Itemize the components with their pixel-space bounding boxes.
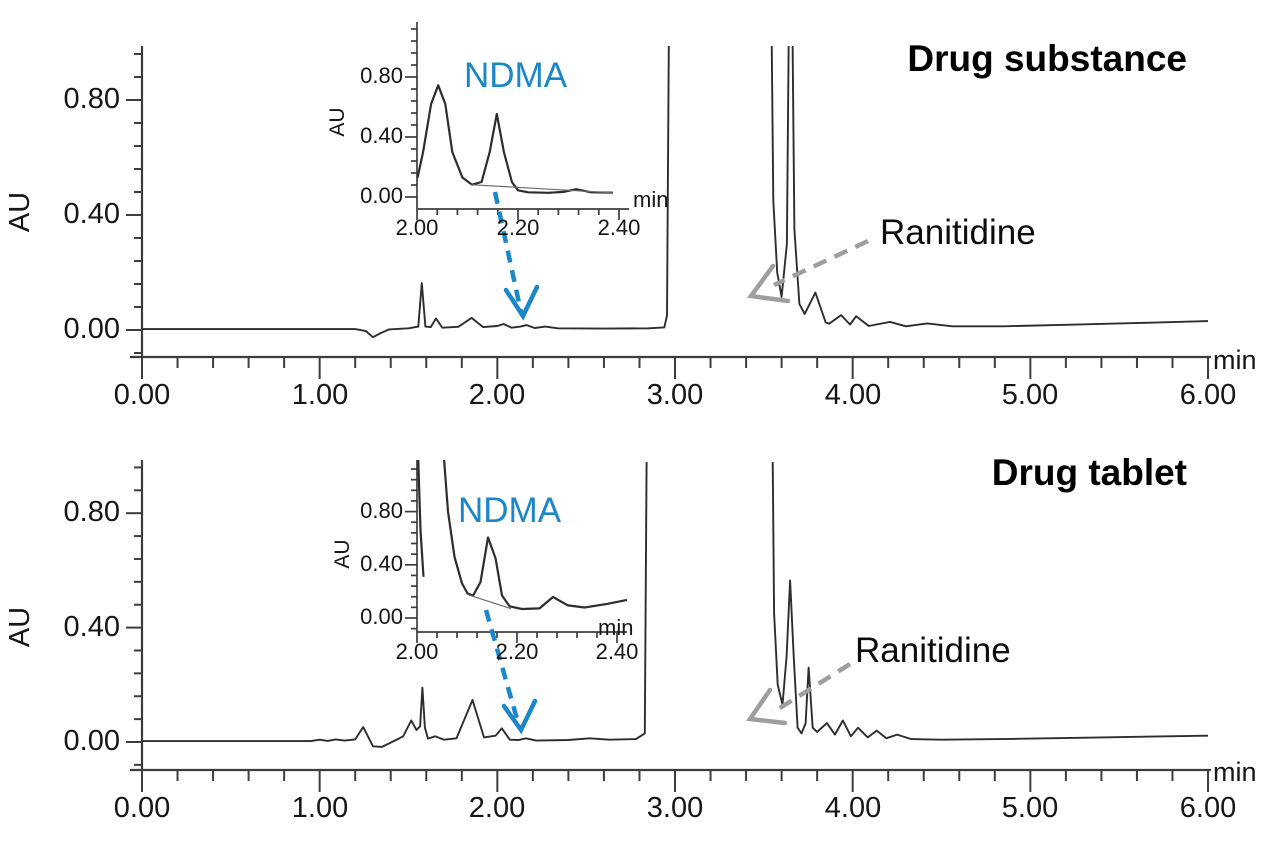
ndma-annotation-top: NDMA (464, 56, 568, 95)
inset-y-tick-label: 0.80 (360, 498, 403, 523)
x-tick-label: 4.00 (824, 379, 882, 411)
ndma-arrow-bottom (483, 609, 538, 735)
y-tick-label: 0.00 (63, 725, 120, 757)
x-tick-label: 0.00 (113, 379, 171, 411)
inset-x-axis-unit-top: min (633, 187, 669, 212)
y-axis-label-top: AU (4, 191, 36, 233)
top-panel-axes (126, 22, 1212, 379)
ranitidine-annotation-bottom: Ranitidine (855, 631, 1011, 670)
ndma-arrow-top (492, 191, 540, 321)
y-tick-label: 0.80 (63, 496, 120, 528)
inset-y-tick-label: 0.80 (360, 63, 403, 88)
inset-integration-baseline (470, 184, 613, 194)
top-panel-traces (142, 46, 1209, 339)
ranitidine-arrow-bottom (746, 662, 852, 726)
inset-x-tick-label: 2.00 (395, 215, 439, 240)
y-tick-label: 0.00 (63, 313, 120, 345)
inset-x-tick-label: 2.40 (595, 639, 639, 664)
x-tick-label: 1.00 (291, 379, 349, 411)
x-tick-label: 0.00 (113, 792, 171, 824)
ndma-annotation-bottom: NDMA (458, 491, 562, 530)
ranitidine-annotation-top: Ranitidine (880, 213, 1036, 252)
inset-x-tick-label: 2.40 (597, 215, 641, 240)
inset-x-tick-label: 2.00 (395, 639, 439, 664)
inset-integration-baseline (468, 594, 512, 610)
y-tick-label: 0.40 (63, 198, 120, 230)
inset-x-tick-label: 2.20 (496, 215, 540, 240)
x-tick-label: 3.00 (646, 792, 704, 824)
x-tick-label: 6.00 (1179, 379, 1237, 411)
inset-zoom-trace (417, 84, 613, 194)
x-tick-label: 1.00 (291, 792, 349, 824)
x-tick-label: 3.00 (646, 379, 704, 411)
ranitidine-arrow-top (746, 238, 869, 304)
inset-y-tick-label: 0.00 (360, 604, 403, 629)
inset-zoom-trace (443, 460, 628, 611)
panel-title-top: Drug substance (907, 38, 1187, 79)
y-tick-label: 0.40 (63, 611, 120, 643)
y-axis-label-bottom: AU (4, 606, 36, 648)
main-trace (142, 462, 1209, 748)
x-tick-label: 5.00 (1001, 792, 1059, 824)
y-tick-label: 0.80 (63, 83, 120, 115)
x-tick-label: 5.00 (1001, 379, 1059, 411)
x-tick-label: 2.00 (468, 792, 526, 824)
inset-offscale-peak-tail (417, 460, 425, 577)
main-trace (142, 46, 1209, 339)
inset-y-tick-label: 0.40 (360, 551, 403, 576)
bottom-panel-traces (142, 460, 1209, 748)
x-axis-unit-top: min (1213, 345, 1257, 375)
bottom-panel-axes (126, 460, 1212, 792)
x-axis-unit-bottom: min (1213, 757, 1257, 787)
x-tick-label: 6.00 (1179, 792, 1237, 824)
inset-y-tick-label: 0.40 (360, 123, 403, 148)
inset-y-tick-label: 0.00 (360, 183, 403, 208)
inset-x-tick-label: 2.20 (495, 639, 539, 664)
x-tick-label: 4.00 (824, 792, 882, 824)
x-tick-label: 2.00 (468, 379, 526, 411)
panel-title-bottom: Drug tablet (991, 452, 1187, 493)
inset-x-axis-unit-bottom: min (598, 615, 634, 640)
